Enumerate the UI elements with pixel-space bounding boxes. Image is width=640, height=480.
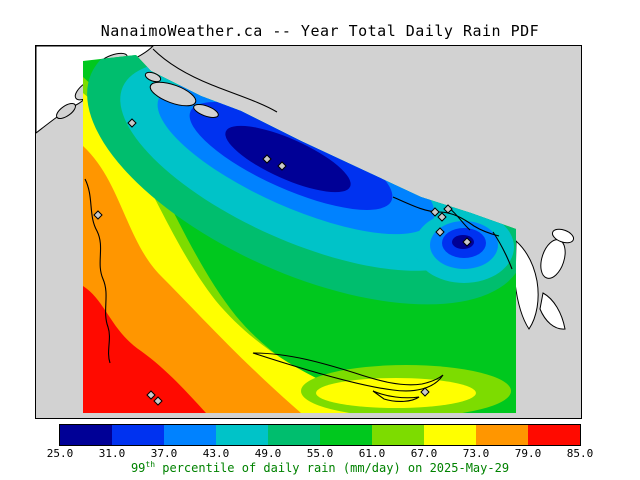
station-marker bbox=[443, 204, 453, 214]
colorbar-tick-label: 67.0 bbox=[410, 447, 438, 460]
station-marker bbox=[127, 118, 137, 128]
colorbar-segment bbox=[476, 425, 528, 445]
island bbox=[56, 102, 76, 120]
band-67-73-tongue bbox=[316, 378, 476, 408]
station-marker bbox=[262, 154, 272, 164]
colorbar-tick-label: 43.0 bbox=[202, 447, 230, 460]
caption: 99th percentile of daily rain (mm/day) o… bbox=[0, 460, 640, 475]
contour-map-frame bbox=[35, 45, 582, 419]
island bbox=[144, 71, 162, 83]
colorbar-tick-label: 79.0 bbox=[514, 447, 542, 460]
caption-rest: percentile of daily rain (mm/day) on 202… bbox=[155, 461, 510, 475]
coastline-inlet bbox=[492, 231, 513, 270]
coastline-north bbox=[152, 48, 278, 113]
colorbar-segment bbox=[112, 425, 164, 445]
colorbar-segment bbox=[372, 425, 424, 445]
coastline-island-small bbox=[372, 390, 420, 402]
station-marker bbox=[146, 390, 156, 400]
station-marker bbox=[435, 227, 445, 237]
island bbox=[149, 81, 197, 107]
colorbar-tick-label: 31.0 bbox=[98, 447, 126, 460]
colorbar-tick-label: 85.0 bbox=[566, 447, 594, 460]
station-marker bbox=[437, 212, 447, 222]
colorbar-tick-label: 55.0 bbox=[306, 447, 334, 460]
band-79-85 bbox=[83, 286, 206, 413]
sea-inlet-right bbox=[514, 239, 539, 330]
island bbox=[193, 104, 219, 118]
colorbar-segment bbox=[320, 425, 372, 445]
station-markers bbox=[93, 118, 472, 406]
band-25-31-primary-minimum bbox=[225, 125, 351, 193]
band-73-79 bbox=[83, 146, 301, 413]
caption-prefix: 99 bbox=[130, 461, 146, 475]
colorbar-tick-label: 49.0 bbox=[254, 447, 282, 460]
map-svg bbox=[36, 46, 581, 418]
station-marker bbox=[420, 387, 430, 397]
coastline-gulf-islands bbox=[252, 352, 444, 392]
colorbar-segment bbox=[268, 425, 320, 445]
caption-superscript: th bbox=[145, 460, 156, 469]
station-marker bbox=[462, 237, 472, 247]
sea-channel bbox=[539, 292, 566, 330]
colorbar-segment bbox=[528, 425, 580, 445]
colorbar-segment bbox=[164, 425, 216, 445]
sea-channel bbox=[551, 228, 575, 244]
colorbar-ticks: 25.0 31.0 37.0 43.0 49.0 55.0 61.0 67.0 73.0 79.0… bbox=[47, 447, 594, 460]
station-marker bbox=[277, 161, 287, 171]
page-title: NanaimoWeather.ca -- Year Total Daily Ra… bbox=[100, 22, 540, 40]
colorbar-segment bbox=[216, 425, 268, 445]
colorbar bbox=[59, 424, 581, 446]
colorbar-segment bbox=[424, 425, 476, 445]
coastline-west bbox=[84, 178, 111, 364]
colorbar-tick-label: 25.0 bbox=[46, 447, 74, 460]
colorbar-tick-label: 61.0 bbox=[358, 447, 386, 460]
station-marker bbox=[93, 210, 103, 220]
colorbar-tick-label: 37.0 bbox=[150, 447, 178, 460]
station-marker bbox=[430, 207, 440, 217]
colorbar-tick-label: 73.0 bbox=[462, 447, 490, 460]
colorbar-segment bbox=[60, 425, 112, 445]
station-marker bbox=[153, 396, 163, 406]
